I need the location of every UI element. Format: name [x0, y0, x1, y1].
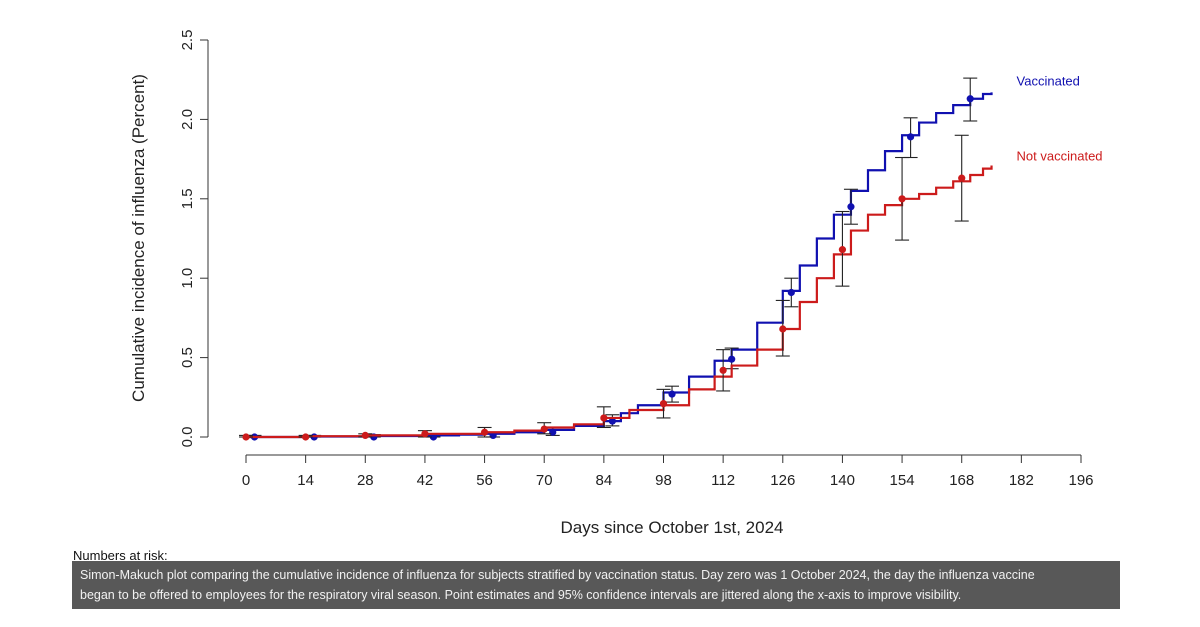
point-marker [659, 400, 668, 408]
x-tick-label: 56 [476, 472, 493, 489]
x-axis: 0 14 28 42 56 70 84 98 112 126 140 154 168 182 196 [242, 454, 1094, 489]
point-marker [728, 355, 736, 363]
data-point-not-vaccinated [298, 433, 313, 441]
data-point-not-vaccinated [835, 210, 850, 287]
y-tick-label: 0.5 [179, 347, 196, 368]
data-point-vaccinated [545, 426, 560, 436]
series-label-vaccinated: Vaccinated [1017, 73, 1080, 88]
y-tick-label: 1.0 [179, 268, 196, 289]
data-point-not-vaccinated [537, 422, 552, 435]
point-marker [480, 428, 489, 436]
x-tick-label: 14 [297, 472, 314, 489]
data-point-not-vaccinated [716, 349, 731, 392]
x-tick-label: 70 [536, 472, 553, 489]
data-point-vaccinated [963, 77, 978, 122]
point-marker [847, 203, 855, 211]
data-point-not-vaccinated [596, 406, 611, 429]
x-tick-label: 126 [770, 472, 795, 489]
point-marker [549, 428, 557, 436]
point-marker [429, 433, 438, 441]
x-tick-label: 42 [417, 472, 434, 489]
point-marker [898, 195, 906, 203]
x-tick-label: 112 [711, 472, 735, 489]
series-label-not-vaccinated: Not vaccinated [1017, 148, 1103, 163]
data-point-not-vaccinated [775, 299, 790, 357]
figure-caption: Simon-Makuch plot comparing the cumulati… [72, 561, 1120, 609]
caption-line-2: began to be offered to employees for the… [80, 588, 962, 602]
data-point-not-vaccinated [954, 134, 969, 222]
data-point-not-vaccinated [656, 388, 671, 419]
data-point-vaccinated [784, 277, 799, 308]
x-tick-label: 0 [242, 472, 250, 489]
data-point-not-vaccinated [358, 431, 373, 440]
y-axis: 0.0 0.5 1.0 1.5 2.0 2.5 [179, 30, 209, 448]
data-point-not-vaccinated [417, 430, 432, 438]
series-line-vaccinated [246, 92, 993, 439]
series-layer: Vaccinated Not vaccinated [239, 73, 1103, 441]
point-marker [787, 288, 795, 297]
x-tick-label: 98 [655, 472, 672, 489]
point-marker [966, 95, 974, 103]
y-tick-label: 0.0 [179, 427, 196, 448]
point-marker [906, 133, 915, 141]
data-point-vaccinated [605, 414, 620, 427]
caption-line-1: Simon-Makuch plot comparing the cumulati… [80, 568, 1035, 582]
point-marker [361, 431, 369, 440]
x-tick-label: 28 [357, 472, 374, 489]
y-tick-label: 1.5 [179, 188, 196, 209]
point-marker [719, 366, 727, 374]
data-point-vaccinated [665, 385, 680, 403]
point-marker [608, 417, 616, 425]
data-point-not-vaccinated [895, 156, 910, 241]
point-marker [242, 433, 250, 441]
x-tick-label: 140 [830, 472, 855, 489]
x-tick-label: 84 [596, 472, 613, 489]
point-marker [668, 390, 676, 398]
point-marker [600, 414, 608, 422]
data-point-not-vaccinated [477, 426, 492, 438]
x-tick-label: 154 [890, 472, 915, 489]
point-marker [838, 246, 847, 254]
x-axis-title: Days since October 1st, 2024 [560, 518, 783, 537]
point-marker [421, 430, 429, 438]
y-tick-label: 2.5 [179, 30, 196, 51]
series-line-not-vaccinated [246, 165, 993, 439]
point-marker [302, 433, 310, 441]
x-tick-label: 196 [1068, 472, 1093, 489]
data-point-vaccinated [843, 188, 858, 225]
point-marker [779, 325, 787, 333]
numbers-at-risk-title: Numbers at risk: [73, 548, 168, 563]
data-point-not-vaccinated [239, 433, 253, 441]
x-tick-label: 168 [949, 472, 974, 489]
x-tick-label: 182 [1009, 472, 1034, 489]
point-marker [540, 425, 548, 433]
point-marker [958, 174, 966, 182]
data-point-vaccinated [903, 117, 918, 159]
y-tick-label: 2.0 [179, 109, 196, 130]
y-axis-title: Cumulative incidence of influenza (Perce… [129, 74, 148, 402]
